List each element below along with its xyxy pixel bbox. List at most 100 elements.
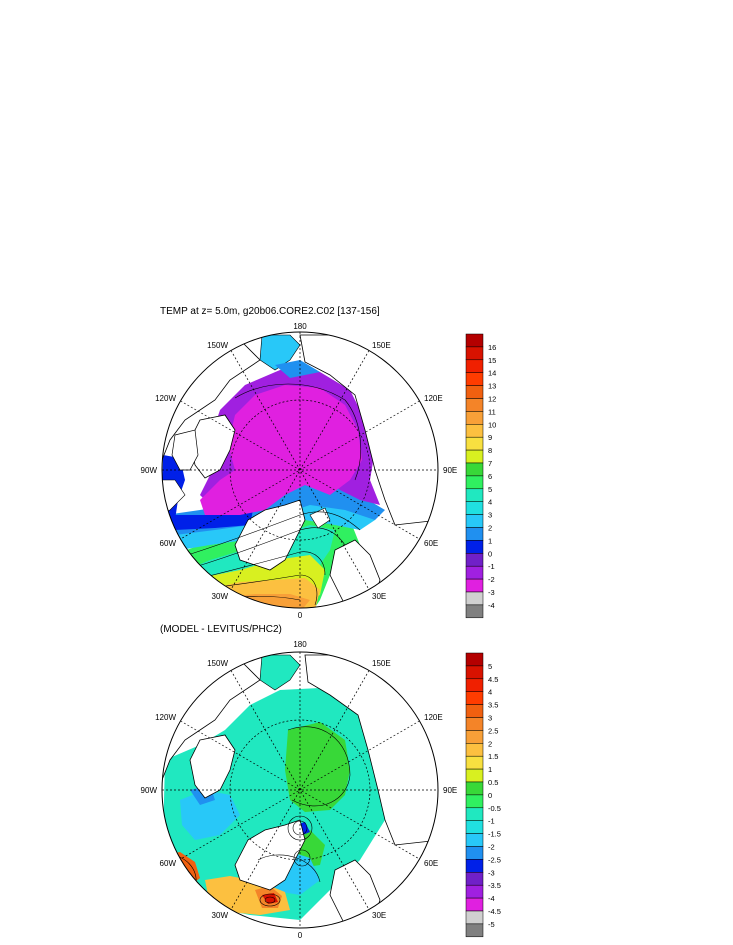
top-colorbar-level-label: 16	[488, 343, 496, 352]
lon-label-120e: 120E	[424, 394, 443, 403]
top-colorbar-swatch	[465, 501, 484, 515]
lon-label-150e: 150E	[372, 659, 391, 668]
bottom-colorbar-level-label: -3	[488, 868, 495, 877]
top-colorbar-swatch	[465, 591, 484, 606]
top-colorbar-swatch	[465, 488, 484, 502]
top-colorbar-swatch	[465, 604, 484, 619]
bottom-colorbar-swatch	[465, 923, 484, 938]
bottom-colorbar-level-label: -4.5	[488, 907, 501, 916]
top-colorbar-swatch	[465, 553, 484, 567]
top-colorbar-level-label: 2	[488, 524, 492, 533]
bottom-colorbar-level-label: 2.5	[488, 726, 498, 735]
top-colorbar-level-label: 10	[488, 420, 496, 429]
top-colorbar-swatch	[465, 540, 484, 554]
bottom-colorbar-swatch	[465, 833, 484, 847]
top-colorbar-swatch	[465, 398, 484, 412]
top-colorbar-swatch	[465, 424, 484, 438]
top-colorbar-level-label: 3	[488, 511, 492, 520]
top-colorbar-swatch	[465, 372, 484, 386]
top-colorbar-swatch	[465, 346, 484, 361]
bottom-panel-title: (MODEL - LEVITUS/PHC2)	[160, 624, 282, 635]
top-colorbar-level-label: 6	[488, 472, 492, 481]
top-colorbar-swatch	[465, 475, 484, 490]
bottom-colorbar-swatch	[465, 846, 484, 860]
top-colorbar-swatch	[465, 436, 484, 451]
bottom-colorbar-swatch	[465, 872, 484, 886]
bottom-colorbar-level-label: 0	[488, 791, 492, 800]
bottom-colorbar-swatch	[465, 781, 484, 796]
top-colorbar-level-label: 8	[488, 446, 492, 455]
lon-label-90w: 90W	[141, 786, 158, 795]
lon-label-90w: 90W	[141, 466, 158, 475]
lon-label-60e: 60E	[424, 859, 438, 868]
lon-label-60w: 60W	[160, 539, 177, 548]
top-colorbar-level-label: -4	[488, 601, 495, 610]
bottom-colorbar-level-label: 1	[488, 765, 492, 774]
lon-label-150w: 150W	[207, 341, 228, 350]
top-colorbar-level-label: -2	[488, 575, 495, 584]
lon-label-180: 180	[293, 640, 307, 649]
bottom-colorbar-swatch	[465, 807, 484, 821]
top-colorbar-level-label: 4	[488, 498, 492, 507]
lon-label-90e: 90E	[443, 786, 457, 795]
bottom-colorbar-swatch	[465, 755, 484, 770]
bottom-colorbar: 5 4.5 4 3.5 3 2.5 2 1.5 1 0.5 0 -0.5 -1 -1.5 -2 -2.5 -3 -…	[465, 652, 501, 938]
bottom-colorbar-swatch	[465, 820, 484, 834]
lon-label-30w: 30W	[212, 592, 229, 601]
top-colorbar-level-label: -1	[488, 562, 495, 571]
bottom-colorbar-swatch	[465, 717, 484, 731]
bottom-colorbar-level-label: 3	[488, 714, 492, 723]
bottom-colorbar-swatch	[465, 859, 484, 873]
bottom-colorbar-swatch	[465, 794, 484, 809]
top-polar-map: 180 150E 120E 90E 60E 30E 0 30W 60W 90W …	[141, 322, 458, 620]
bottom-polar-map: 180 150E 120E 90E 60E 30E 0 30W 60W 90W …	[141, 640, 458, 940]
lon-label-30e: 30E	[372, 592, 386, 601]
top-colorbar-level-label: 14	[488, 369, 496, 378]
top-colorbar-swatch	[465, 462, 484, 477]
top-colorbar-level-label: 0	[488, 549, 492, 558]
bottom-colorbar-swatch	[465, 884, 484, 899]
bottom-colorbar-swatch	[465, 768, 484, 783]
lon-label-30e: 30E	[372, 911, 386, 920]
bottom-colorbar-level-label: -5	[488, 920, 495, 929]
bottom-colorbar-level-label: 0.5	[488, 778, 498, 787]
bottom-colorbar-swatch	[465, 678, 484, 692]
top-colorbar-level-label: 9	[488, 433, 492, 442]
bottom-colorbar-level-label: -4	[488, 894, 495, 903]
top-colorbar-level-label: 15	[488, 356, 496, 365]
bottom-colorbar-swatch	[465, 730, 484, 744]
top-colorbar-level-label: 12	[488, 395, 496, 404]
bottom-colorbar-swatch	[465, 652, 484, 667]
top-colorbar-swatch	[465, 565, 484, 580]
top-panel-title: TEMP at z= 5.0m, g20b06.CORE2.C02 [137-1…	[160, 306, 380, 317]
top-colorbar-swatch	[465, 514, 484, 528]
lon-label-60e: 60E	[424, 539, 438, 548]
bottom-colorbar-swatch	[465, 691, 484, 705]
lon-label-150w: 150W	[207, 659, 228, 668]
bottom-colorbar-level-label: -1.5	[488, 830, 501, 839]
top-colorbar-swatch	[465, 449, 484, 464]
bottom-colorbar-swatch	[465, 910, 484, 925]
bottom-colorbar-level-label: 4.5	[488, 675, 498, 684]
top-colorbar-swatch	[465, 578, 484, 593]
top-colorbar-swatch	[465, 527, 484, 541]
bottom-colorbar-level-label: 4	[488, 688, 492, 697]
bottom-colorbar-level-label: -2.5	[488, 855, 501, 864]
lon-label-120w: 120W	[155, 713, 176, 722]
bottom-colorbar-swatch	[465, 743, 484, 757]
top-colorbar-level-label: 7	[488, 459, 492, 468]
bottom-colorbar-swatch	[465, 704, 484, 718]
bottom-colorbar-level-label: 3.5	[488, 701, 498, 710]
lon-label-90e: 90E	[443, 466, 457, 475]
top-colorbar-level-label: 11	[488, 407, 496, 416]
lon-label-0: 0	[298, 611, 303, 620]
bottom-colorbar-level-label: -3.5	[488, 881, 501, 890]
lon-label-60w: 60W	[160, 859, 177, 868]
lon-label-120e: 120E	[424, 713, 443, 722]
top-colorbar-level-label: 5	[488, 485, 492, 494]
bottom-colorbar-swatch	[465, 665, 484, 680]
top-colorbar-swatch	[465, 385, 484, 399]
bottom-colorbar-level-label: 1.5	[488, 752, 498, 761]
